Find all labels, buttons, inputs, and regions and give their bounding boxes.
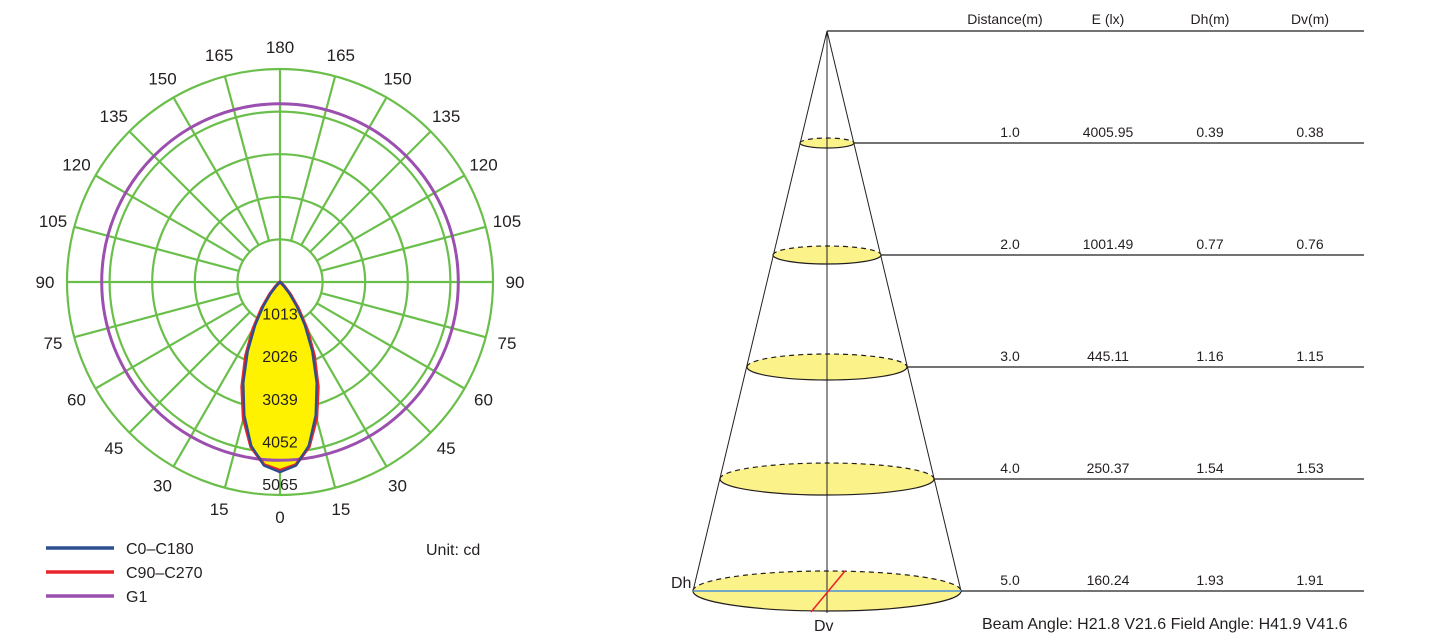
polar-spoke <box>320 225 487 273</box>
angle-label: 30 <box>388 477 407 496</box>
table-cell: 0.39 <box>1196 124 1223 140</box>
cone-left-edge <box>692 30 828 592</box>
table-cell: 1.15 <box>1296 348 1323 364</box>
polar-spoke <box>300 96 388 246</box>
polar-spoke <box>128 130 251 253</box>
polar-spoke <box>94 174 244 262</box>
table-cell: 1.0 <box>1000 124 1020 140</box>
dv-label: Dv <box>814 618 834 635</box>
polar-spoke <box>223 75 271 242</box>
angle-label: 75 <box>44 334 63 353</box>
beam-angle-footer: Beam Angle: H21.8 V21.6 Field Angle: H41… <box>982 616 1348 633</box>
table-cell: 4.0 <box>1000 460 1020 476</box>
angle-label: 15 <box>210 500 229 519</box>
ring-label: 4052 <box>262 434 298 451</box>
table-cell: 0.76 <box>1296 236 1323 252</box>
series-c0-c180 <box>242 280 318 474</box>
angle-label: 60 <box>474 391 493 410</box>
table-cell: 1.53 <box>1296 460 1323 476</box>
table-cell: 1001.49 <box>1083 236 1134 252</box>
angle-label: 0 <box>275 508 284 527</box>
angle-label: 120 <box>469 156 497 175</box>
angle-label: 135 <box>432 107 460 126</box>
angle-label: 75 <box>498 334 517 353</box>
polar-chart: 180 1651501351201059075604530150153045607… <box>36 38 525 527</box>
polar-spoke <box>309 130 432 253</box>
intensity-area <box>241 282 319 471</box>
legend-label: C90–C270 <box>126 565 203 582</box>
table-cell: 445.11 <box>1087 348 1129 364</box>
polar-spoke <box>316 174 466 262</box>
angle-label: 45 <box>437 439 456 458</box>
dh-label: Dh <box>671 575 691 592</box>
polar-spoke <box>289 75 337 242</box>
polar-spoke <box>309 311 432 434</box>
polar-series <box>100 102 460 474</box>
polar-spoke <box>300 318 388 468</box>
cone-diagram <box>692 30 962 613</box>
series-g1 <box>100 102 460 462</box>
table-cell: 250.37 <box>1087 460 1130 476</box>
polar-spoke <box>128 311 251 434</box>
ring-label: 1013 <box>262 307 298 324</box>
angle-label: 165 <box>205 46 233 65</box>
ring-label: 3039 <box>262 392 298 409</box>
cone-right-edge <box>826 30 962 592</box>
ring-label: 2026 <box>262 349 298 366</box>
angle-label: 45 <box>104 439 123 458</box>
table-cell: 4005.95 <box>1083 124 1134 140</box>
table-cell: 2.0 <box>1000 236 1020 252</box>
angle-label: 90 <box>506 273 525 292</box>
angle-label: 165 <box>327 46 355 65</box>
angle-labels: 180 1651501351201059075604530150153045607… <box>36 38 525 527</box>
table-cell: 1.54 <box>1196 460 1223 476</box>
table-cell: 0.77 <box>1196 236 1223 252</box>
polar-spoke <box>320 291 487 339</box>
ring-label: 5065 <box>262 477 298 494</box>
legend-label: G1 <box>126 589 147 606</box>
polar-spoke <box>73 225 240 273</box>
legend-label: C0–C180 <box>126 541 194 558</box>
polar-spoke <box>316 302 466 390</box>
column-header: Distance(m) <box>967 11 1042 27</box>
illuminance-table: Distance(m) E (lx) Dh(m) Dv(m) 1.0 4005.95 0.3… <box>827 11 1364 592</box>
angle-label: 120 <box>62 156 90 175</box>
angle-label: 60 <box>67 391 86 410</box>
ring-labels: 1013 2026 3039 4052 5065 <box>262 307 298 494</box>
table-cell: 1.16 <box>1196 348 1223 364</box>
polar-spoke <box>172 318 260 468</box>
intensity-fill <box>241 282 319 471</box>
polar-spoke <box>172 96 260 246</box>
column-header: E (lx) <box>1092 11 1125 27</box>
angle-label: 180 <box>266 38 294 57</box>
angle-label: 15 <box>331 500 350 519</box>
angle-label: 105 <box>493 212 521 231</box>
legend: C0–C180 C90–C270 G1 <box>46 541 203 606</box>
polar-spoke <box>94 302 244 390</box>
polar-spoke <box>73 291 240 339</box>
angle-label: 135 <box>100 107 128 126</box>
table-cell: 160.24 <box>1087 572 1130 588</box>
angle-label: 150 <box>383 69 411 88</box>
angle-label: 105 <box>39 212 67 231</box>
angle-label: 90 <box>36 273 55 292</box>
dv-line <box>810 570 846 613</box>
table-cell: 0.38 <box>1296 124 1323 140</box>
column-header: Dv(m) <box>1291 11 1329 27</box>
angle-label: 30 <box>153 477 172 496</box>
column-header: Dh(m) <box>1191 11 1230 27</box>
table-cell: 1.91 <box>1296 572 1323 588</box>
angle-label: 150 <box>148 69 176 88</box>
table-cell: 3.0 <box>1000 348 1020 364</box>
table-cell: 5.0 <box>1000 572 1020 588</box>
table-cell: 1.93 <box>1196 572 1223 588</box>
unit-label: Unit: cd <box>426 542 480 559</box>
